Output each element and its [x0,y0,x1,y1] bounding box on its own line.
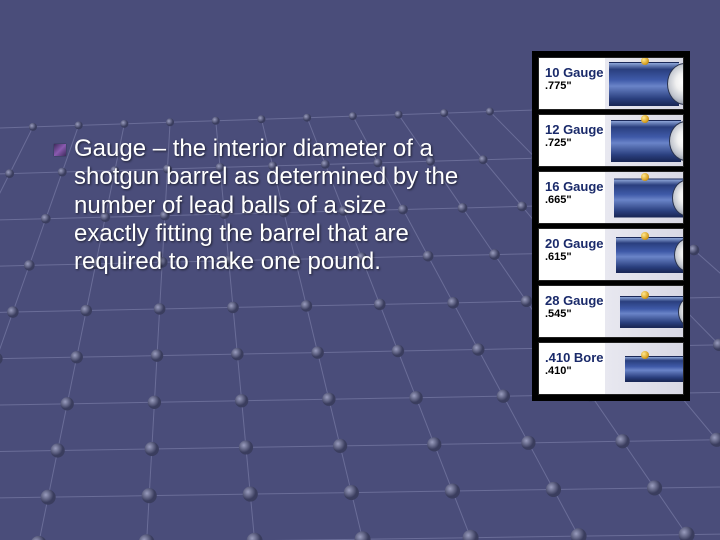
bullet-item: Gauge – the interior diameter of a shotg… [54,135,464,277]
gauge-diameter: .775" [545,81,604,93]
gauge-labels: 28 Gauge.545" [545,294,604,320]
barrel-icon [620,296,685,328]
gauge-labels: 16 Gauge.665" [545,180,604,206]
barrel-icon [614,178,684,217]
slide-body: Gauge – the interior diameter of a shotg… [54,135,464,277]
gauge-title: 12 Gauge [545,123,604,137]
gauge-title: 10 Gauge [545,66,604,80]
bead-icon [641,57,649,65]
gauge-diameter: .545" [545,309,604,321]
gauge-labels: 12 Gauge.725" [545,123,604,149]
gauge-row: 28 Gauge.545" [538,285,684,338]
bead-icon [641,115,649,123]
barrel-icon [625,356,684,382]
gauge-diameter: .615" [545,252,604,264]
gauge-diameter: .725" [545,138,604,150]
gauge-labels: .410 Bore.410" [545,351,604,377]
gauge-title: .410 Bore [545,351,604,365]
barrel-icon [616,237,684,273]
gauge-labels: 10 Gauge.775" [545,66,604,92]
gauge-title: 20 Gauge [545,237,604,251]
gauge-chart: 10 Gauge.775" 12 Gauge.725" 16 Gauge.665" 2… [532,51,690,401]
barrel-icon [609,62,684,106]
bead-icon [641,232,649,240]
gauge-labels: 20 Gauge.615" [545,237,604,263]
bullet-text: Gauge – the interior diameter of a shotg… [74,135,464,277]
bead-icon [641,173,649,181]
gauge-row: 12 Gauge.725" [538,114,684,167]
gauge-diameter: .665" [545,195,604,207]
gauge-row: .410 Bore.410" [538,342,684,395]
gauge-row: 20 Gauge.615" [538,228,684,281]
barrel-icon [611,120,684,162]
gauge-title: 28 Gauge [545,294,604,308]
gauge-row: 16 Gauge.665" [538,171,684,224]
slide: Gauge – the interior diameter of a shotg… [0,0,720,540]
bullet-icon [54,144,66,156]
gauge-row: 10 Gauge.775" [538,57,684,110]
bead-icon [641,291,649,299]
gauge-diameter: .410" [545,366,604,378]
bead-icon [641,351,649,359]
gauge-title: 16 Gauge [545,180,604,194]
